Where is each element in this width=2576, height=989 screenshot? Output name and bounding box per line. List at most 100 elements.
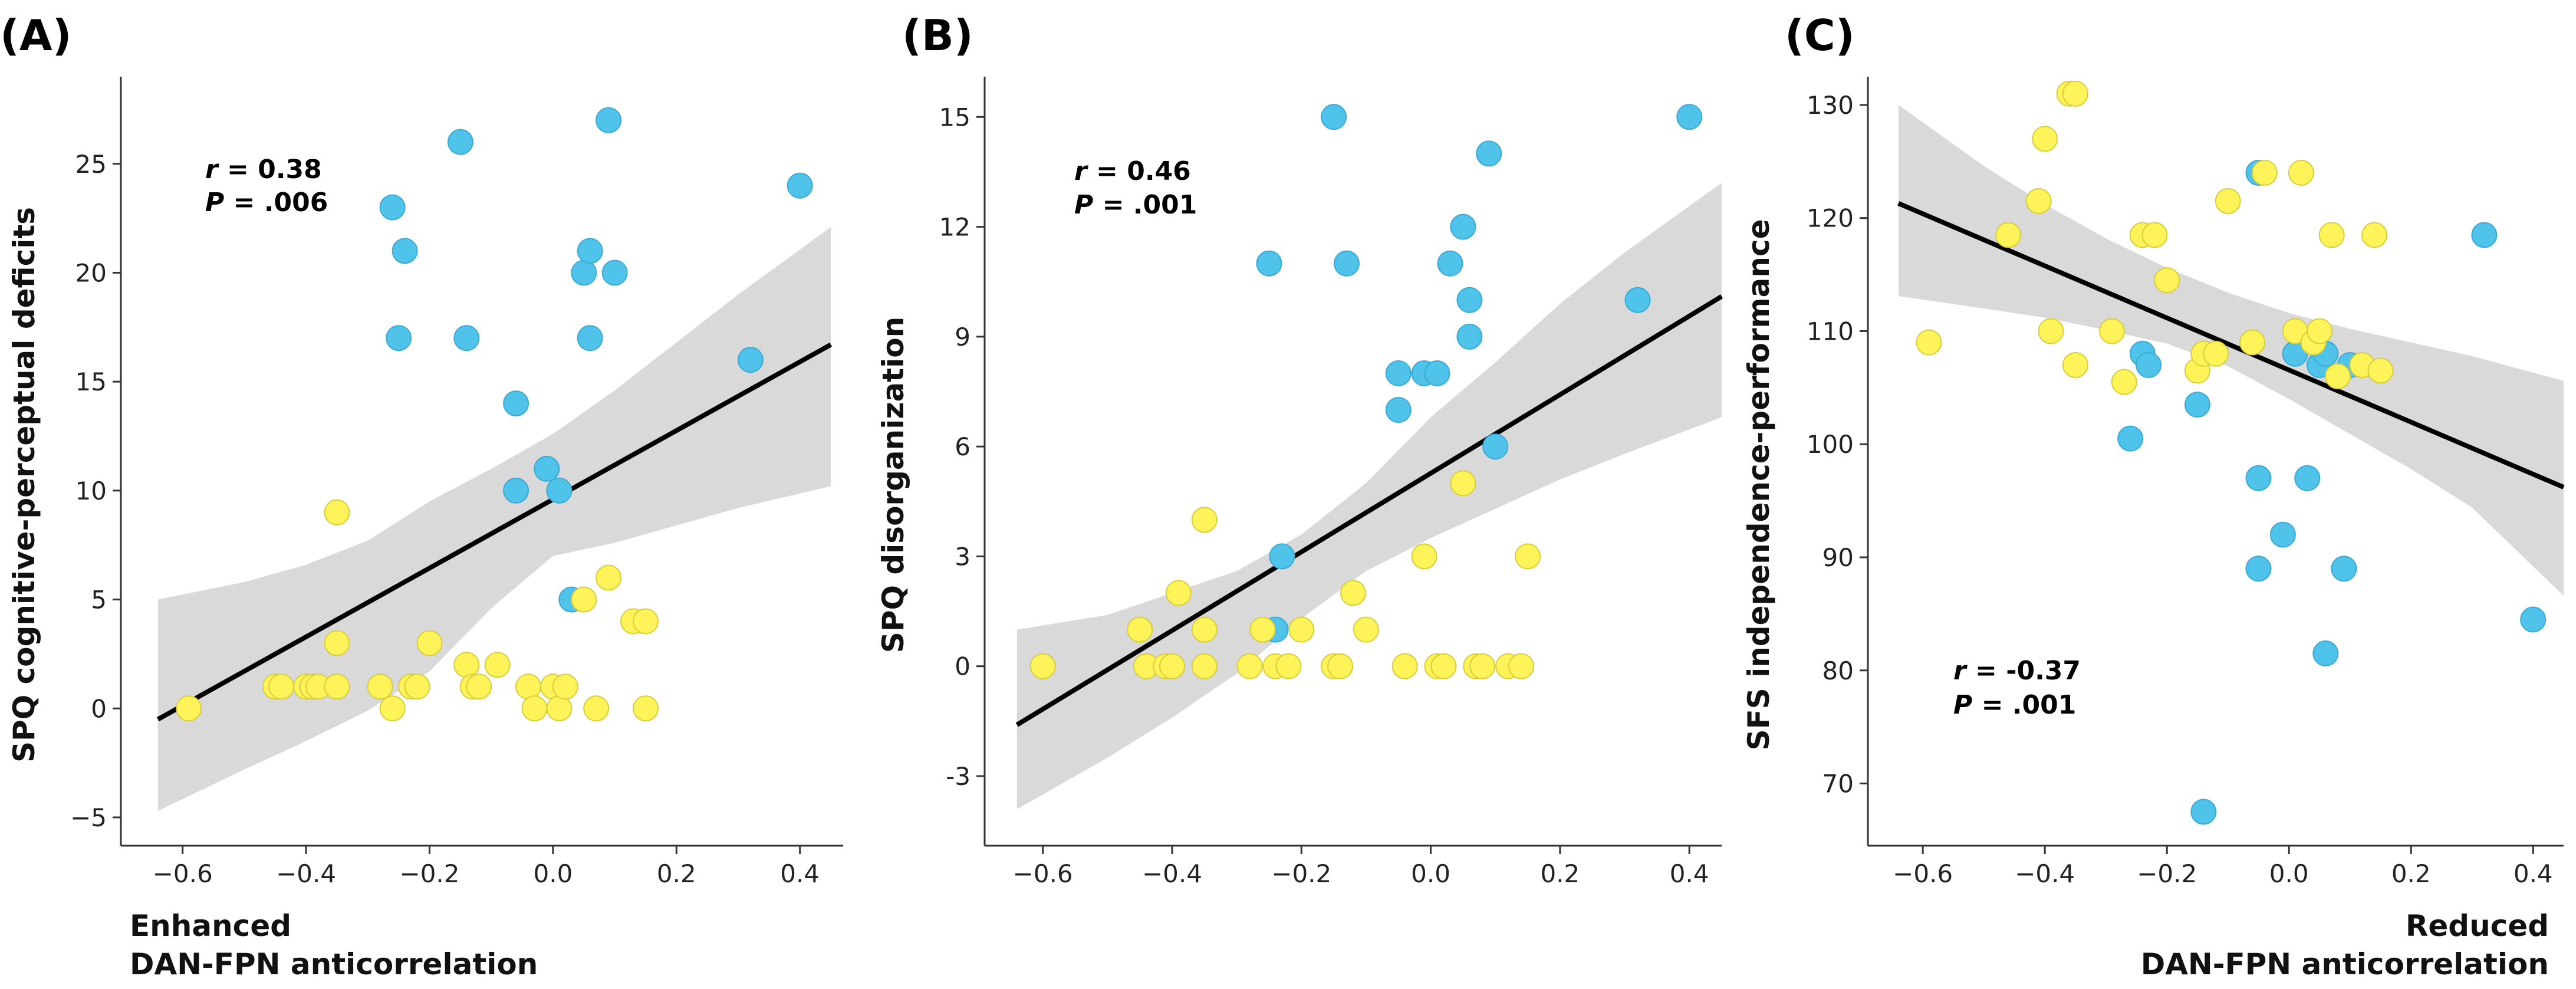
data-point — [2141, 222, 2168, 248]
data-point — [1476, 140, 1502, 167]
data-point — [1029, 653, 1056, 679]
y-tick-label: 20 — [75, 258, 107, 287]
y-axis-title: SPQ disorganization — [876, 317, 910, 653]
data-point — [176, 695, 202, 722]
data-point — [1916, 329, 1942, 356]
data-point — [571, 586, 597, 613]
data-point — [2215, 188, 2241, 214]
data-point — [379, 695, 406, 722]
data-point — [2239, 329, 2266, 356]
x-tick-label: −0.6 — [1013, 859, 1073, 888]
data-point — [1995, 222, 2022, 248]
data-point — [466, 673, 492, 700]
data-point — [1327, 653, 1354, 679]
x-tick-label: 0.0 — [2269, 859, 2309, 888]
data-point — [1159, 653, 1185, 679]
data-point — [1456, 323, 1483, 350]
y-axis-title: SFS independence-performance — [1742, 219, 1776, 750]
data-point — [324, 673, 350, 700]
data-point — [737, 347, 764, 373]
x-tick-label: −0.6 — [1893, 859, 1953, 888]
data-point — [2136, 352, 2162, 378]
data-point — [2117, 425, 2144, 452]
x-axis-note: Enhanced — [130, 909, 291, 943]
y-tick-label: 3 — [955, 542, 970, 571]
data-point — [1191, 507, 1218, 533]
data-point — [1450, 213, 1476, 240]
data-point — [1321, 104, 1347, 130]
data-point — [546, 695, 573, 722]
data-point — [392, 238, 418, 264]
data-point — [633, 695, 659, 722]
p-statistic: P = .001 — [1074, 190, 1197, 220]
data-point — [552, 673, 578, 700]
data-point — [2325, 363, 2351, 390]
series-blue — [379, 107, 813, 613]
data-point — [2203, 340, 2229, 367]
x-tick-label: 0.4 — [2514, 859, 2553, 888]
y-tick-label: 9 — [955, 323, 970, 351]
x-tick-label: 0.2 — [2391, 859, 2431, 888]
regression-line — [1897, 201, 2565, 489]
panel-1: −0.6 −0.4 −0.2 0.0 0.2 0.4 −5 0 5 10 15 20 25 SPQ cog… — [0, 11, 843, 981]
data-point — [2318, 222, 2345, 248]
data-point — [2062, 80, 2088, 107]
data-point — [2099, 318, 2125, 344]
y-tick-label: 15 — [75, 367, 107, 396]
data-point — [596, 107, 622, 133]
data-point — [534, 455, 560, 482]
x-tick-label: 0.4 — [780, 859, 820, 888]
y-tick-label: 10 — [75, 477, 107, 505]
x-tick-label: −0.2 — [2137, 859, 2197, 888]
data-point — [1275, 653, 1302, 679]
panel-label: (C) — [1785, 11, 1855, 60]
data-point — [2269, 521, 2296, 548]
data-point — [583, 695, 610, 722]
y-tick-label: 70 — [1822, 770, 1854, 799]
panel-label: (B) — [902, 11, 973, 60]
x-axis-note: DAN-FPN anticorrelation — [130, 947, 538, 981]
data-point — [601, 259, 628, 286]
data-point — [2520, 606, 2547, 633]
series-blue — [2117, 160, 2547, 825]
data-point — [1624, 287, 1651, 313]
y-tick-label: 130 — [1807, 91, 1854, 120]
data-point — [1127, 616, 1153, 643]
x-tick-label: 0.0 — [1411, 859, 1450, 888]
data-point — [2111, 369, 2137, 395]
series-yellow — [1029, 470, 1541, 679]
data-point — [1450, 470, 1476, 497]
confidence-band — [157, 226, 831, 811]
x-axis-note: DAN-FPN anticorrelation — [2141, 947, 2549, 981]
x-tick-label: −0.4 — [2015, 859, 2075, 888]
data-point — [453, 325, 480, 351]
data-point — [1482, 433, 1509, 460]
data-point — [1676, 104, 1703, 130]
y-tick-label: -3 — [946, 762, 970, 791]
series-yellow — [176, 499, 659, 722]
data-point — [1165, 580, 1192, 606]
p-statistic: P = .001 — [1953, 690, 2076, 720]
data-point — [268, 673, 295, 700]
y-tick-label: 15 — [939, 103, 970, 132]
data-point — [2038, 318, 2064, 344]
data-point — [379, 194, 406, 221]
r-statistic: r = 0.46 — [1074, 156, 1191, 186]
data-point — [1385, 360, 1412, 386]
data-point — [1469, 653, 1496, 679]
data-point — [324, 499, 350, 525]
x-tick-label: 0.4 — [1670, 859, 1709, 888]
data-point — [1191, 616, 1218, 643]
y-tick-label: 6 — [955, 432, 970, 461]
confidence-band — [1898, 104, 2564, 596]
data-point — [2471, 222, 2498, 248]
data-point — [2154, 267, 2180, 294]
data-point — [577, 325, 603, 351]
data-point — [2288, 160, 2314, 186]
data-point — [577, 238, 603, 264]
data-point — [404, 673, 430, 700]
data-point — [1191, 653, 1218, 679]
data-point — [1515, 543, 1541, 570]
data-point — [2032, 126, 2058, 152]
